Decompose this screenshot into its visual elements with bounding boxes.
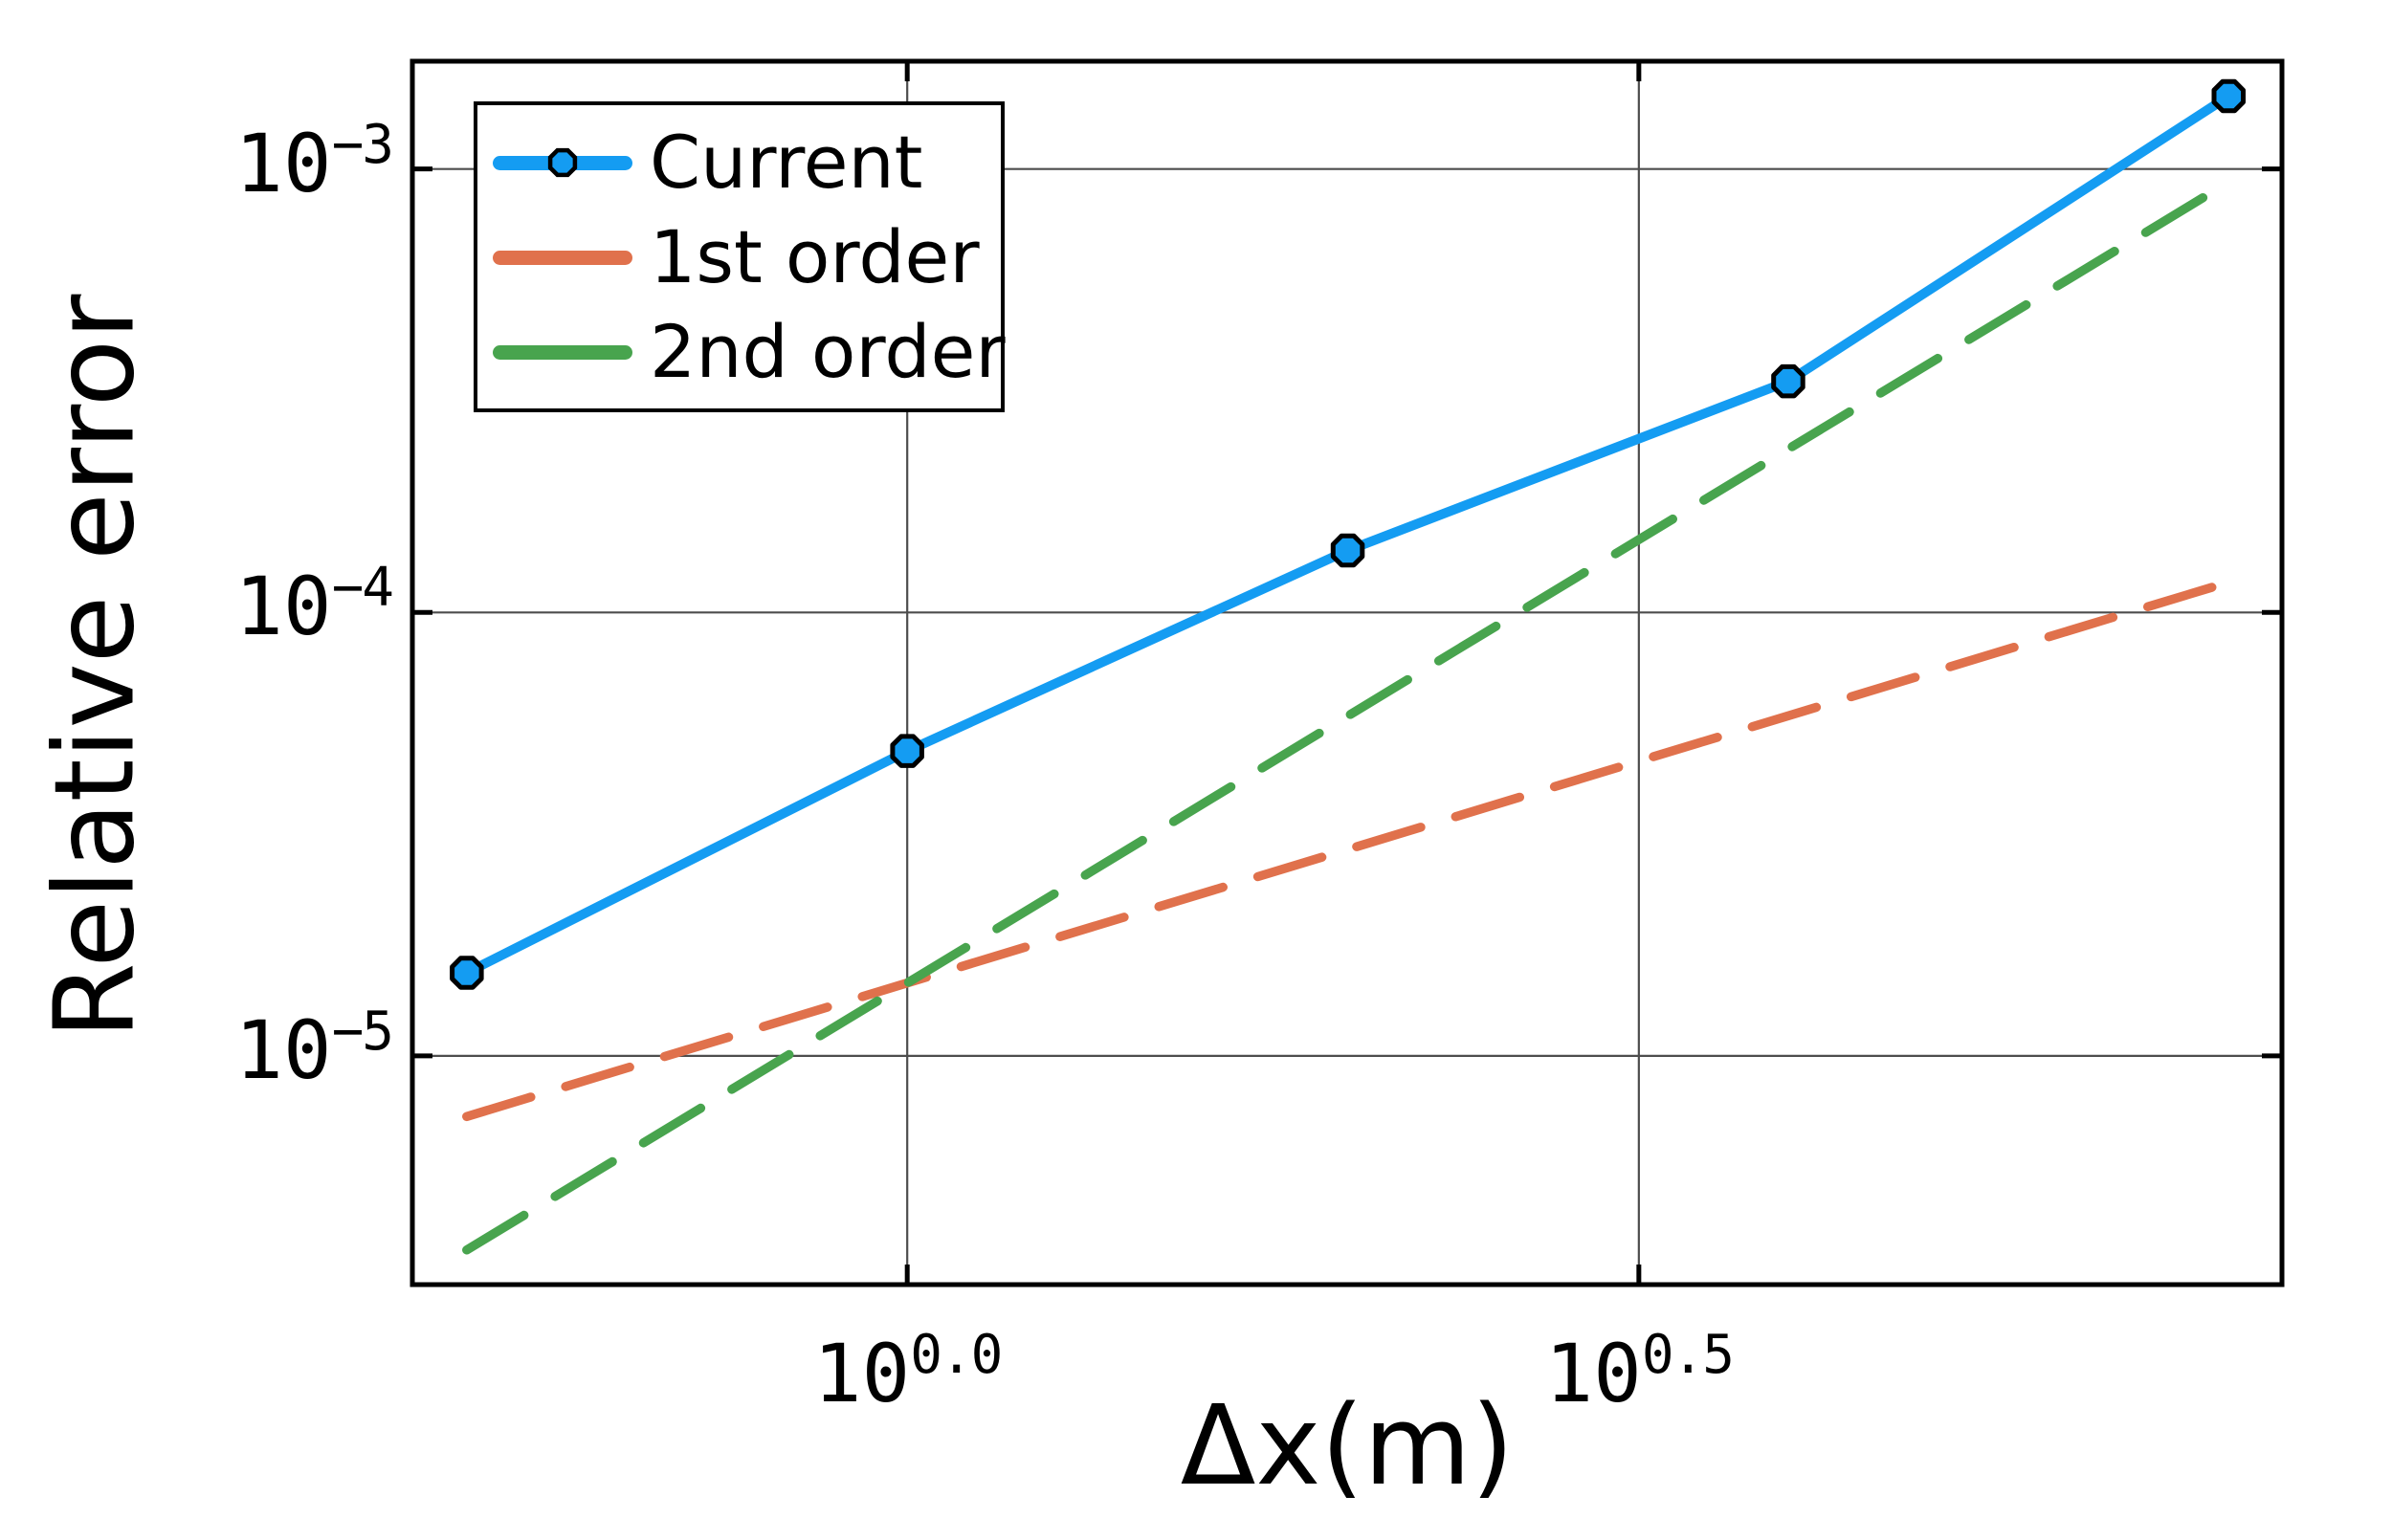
legend-sample-2nd-order <box>493 330 632 374</box>
plot-frame <box>410 58 2285 1287</box>
x-axis-label: Δx(m) <box>1180 1382 1515 1510</box>
octagon-marker-icon <box>547 147 578 177</box>
data-point-marker <box>2211 78 2246 114</box>
data-point-marker <box>890 734 924 768</box>
y-tick-label: 10−5 <box>234 1000 394 1097</box>
data-point-marker <box>1330 533 1365 568</box>
legend-sample-current <box>493 141 632 185</box>
legend-line-swatch <box>493 344 632 360</box>
data-point-marker <box>1771 363 1805 399</box>
legend-label: 1st order <box>650 213 980 299</box>
y-tick-label: 10−4 <box>234 557 394 654</box>
y-axis-label: Relative error <box>31 294 160 1040</box>
data-point-marker <box>450 956 484 990</box>
legend-sample-1st-order <box>493 235 632 279</box>
series-line-2nd-order <box>462 177 2234 1255</box>
series-line-1st-order <box>462 577 2234 1122</box>
legend-entry-2nd-order: 2nd order <box>493 313 1006 390</box>
legend: Current 1st order 2nd order <box>474 101 1006 412</box>
legend-entry-1st-order: 1st order <box>493 213 1001 299</box>
legend-label: 2nd order <box>650 308 1006 394</box>
legend-entry-current: Current <box>493 119 1001 205</box>
y-tick-label: 10−3 <box>234 113 394 210</box>
legend-line-swatch <box>493 250 632 265</box>
legend-label: Current <box>650 119 923 205</box>
x-tick-label: 100.0 <box>813 1324 1003 1420</box>
x-tick-label: 100.5 <box>1544 1324 1735 1420</box>
